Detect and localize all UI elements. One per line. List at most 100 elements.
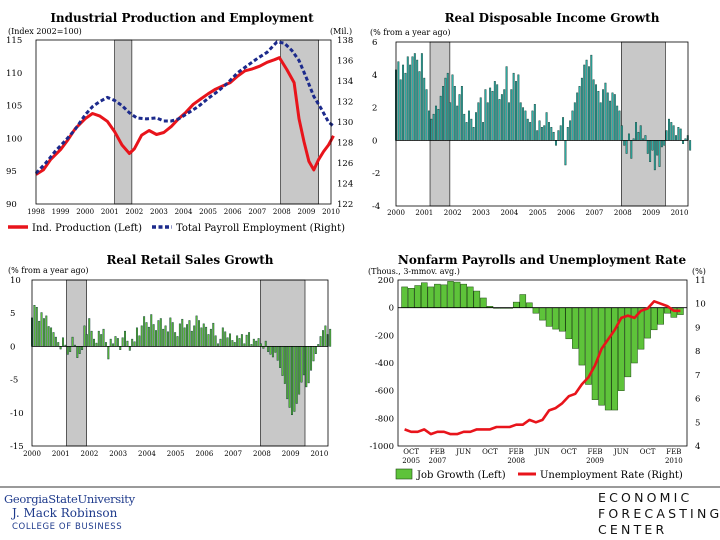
- x-tick: 2000: [23, 450, 41, 458]
- income-growth-bar: [578, 86, 581, 141]
- y-tick-right: 124: [337, 180, 353, 190]
- y-tick-right: 8: [695, 347, 700, 357]
- retail-sales-bar: [138, 335, 141, 347]
- x-tick: 2001: [415, 209, 433, 217]
- x-tick-year: 2010: [665, 457, 683, 465]
- income-growth-bar: [606, 92, 609, 141]
- x-tick-month: OCT: [640, 448, 656, 456]
- retail-sales-bar: [47, 326, 50, 347]
- income-growth-bar: [602, 89, 605, 141]
- income-growth-bar: [651, 140, 654, 151]
- income-growth-bar: [540, 127, 543, 141]
- y-tick-right: 132: [337, 98, 353, 108]
- x-tick: 2003: [150, 208, 168, 216]
- plot-frame: [31, 279, 329, 447]
- retail-sales-bar: [186, 324, 189, 347]
- retail-sales-bar: [104, 342, 107, 347]
- job-growth-bar: [545, 307, 553, 327]
- gsu-logo: GeorgiaStateUniversity J. Mack Robinson …: [4, 492, 135, 536]
- unemployment-rate-line: [404, 299, 681, 436]
- y-tick-right: 10: [695, 300, 706, 310]
- income-growth-bar: [555, 140, 557, 146]
- retail-sales-bar: [307, 346, 310, 384]
- income-growth-bar: [439, 95, 442, 141]
- job-growth-bar: [624, 307, 632, 378]
- x-tick: 2009: [282, 450, 300, 458]
- retail-sales-bar: [236, 335, 239, 347]
- job-growth-bar: [644, 307, 651, 339]
- retail-sales-bar: [150, 314, 153, 347]
- income-growth-bar: [679, 128, 682, 141]
- income-growth-bar: [498, 99, 501, 141]
- y-tick-left: -200: [375, 331, 394, 341]
- retail-sales-bar: [116, 338, 119, 347]
- job-growth-bar: [473, 290, 481, 308]
- retail-sales-bar: [209, 328, 212, 347]
- retail-sales-bar: [124, 330, 126, 347]
- x-tick-year: 2007: [428, 457, 446, 465]
- retail-sales-bar: [145, 322, 148, 347]
- retail-sales-bar: [121, 337, 124, 347]
- x-tick: 2007: [248, 208, 266, 216]
- income-growth-bar: [430, 118, 433, 141]
- income-growth-bar: [515, 81, 517, 141]
- x-tick: 2002: [444, 209, 462, 217]
- retail-sales-bar: [293, 346, 296, 412]
- income-growth-bar: [559, 125, 562, 141]
- x-tick: 2004: [500, 209, 518, 217]
- income-growth-bar: [547, 122, 550, 141]
- retail-sales-bar: [71, 336, 74, 347]
- footer: [0, 486, 720, 540]
- income-growth-bar: [644, 135, 647, 141]
- job-growth-bar: [526, 302, 533, 308]
- legend-label-unemployment: Unemployment Rate (Right): [540, 470, 683, 481]
- retail-sales-bar: [269, 346, 272, 355]
- right-axis-label: (%): [692, 267, 706, 276]
- income-growth-bar: [599, 102, 602, 141]
- job-growth-bar: [440, 284, 448, 308]
- job-growth-bar: [434, 283, 441, 308]
- income-growth-bar: [623, 140, 626, 146]
- retail-sales-bar: [133, 341, 136, 347]
- x-tick: 2007: [586, 209, 604, 217]
- income-growth-bar: [397, 61, 400, 141]
- income-growth-bar: [423, 77, 426, 141]
- x-tick: 2005: [167, 450, 185, 458]
- y-tick: -15: [10, 442, 24, 452]
- retail-sales-bar: [135, 327, 138, 347]
- job-growth-bar: [453, 281, 461, 308]
- footer-divider: [0, 486, 720, 488]
- income-growth-bar: [435, 105, 437, 141]
- efc-wordmark: ECONOMIC FORECASTING CENTER: [598, 490, 719, 538]
- income-growth-bar: [639, 125, 642, 141]
- income-growth-bar: [536, 130, 539, 141]
- y-tick: 0: [10, 342, 15, 352]
- retail-sales-bar: [212, 322, 215, 347]
- retail-sales-bar: [33, 305, 36, 347]
- income-growth-bar: [660, 140, 663, 148]
- y-tick-right: 5: [695, 418, 700, 428]
- income-growth-bar: [413, 53, 416, 141]
- income-growth-bar: [597, 90, 600, 141]
- retail-sales-bar: [62, 337, 64, 347]
- logo-university-name: GeorgiaStateUniversity: [4, 492, 135, 506]
- retail-sales-bar: [200, 327, 203, 347]
- income-growth-bar: [510, 89, 513, 141]
- efc-line-center: CENTER: [598, 522, 668, 537]
- income-growth-bar: [630, 140, 633, 159]
- income-growth-bar: [667, 118, 670, 141]
- disposable-income-chart: Real Disposable Income Growth (% from a y…: [370, 11, 692, 217]
- retail-sales-bar: [119, 346, 122, 350]
- income-growth-bar: [453, 86, 456, 141]
- income-growth-bar: [458, 94, 461, 141]
- x-tick-month: JUN: [613, 448, 629, 456]
- retail-sales-bar: [188, 320, 191, 347]
- income-growth-bar: [402, 64, 405, 141]
- retail-sales-bar: [229, 333, 231, 347]
- retail-sales-bar: [152, 324, 155, 347]
- y-tick-left: 105: [6, 102, 22, 112]
- retail-sales-bar: [205, 326, 208, 347]
- retail-sales-bar: [267, 346, 270, 352]
- income-growth-bar: [529, 122, 532, 141]
- income-growth-bar: [590, 54, 593, 141]
